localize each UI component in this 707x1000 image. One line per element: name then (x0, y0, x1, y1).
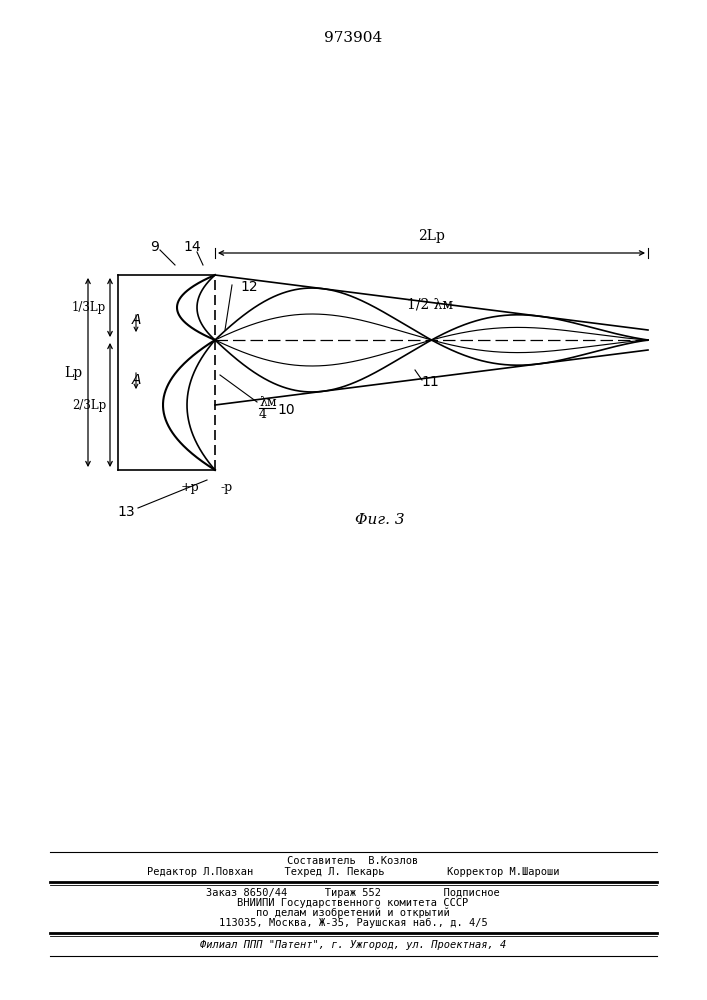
Text: 11: 11 (421, 375, 439, 389)
Text: 9: 9 (151, 240, 160, 254)
Text: 113035, Москва, Ж-35, Раушская наб., д. 4/5: 113035, Москва, Ж-35, Раушская наб., д. … (218, 918, 487, 928)
Text: 14: 14 (183, 240, 201, 254)
Text: Филиал ППП "Патент", г. Ужгород, ул. Проектная, 4: Филиал ППП "Патент", г. Ужгород, ул. Про… (200, 940, 506, 950)
Text: Lр: Lр (64, 365, 82, 379)
Text: ВНИИПИ Государственного комитета СССР: ВНИИПИ Государственного комитета СССР (238, 898, 469, 908)
Text: по делам изобретений и открытий: по делам изобретений и открытий (256, 908, 450, 918)
Text: Составитель  В.Козлов: Составитель В.Козлов (287, 856, 419, 866)
Text: +р: +р (180, 482, 199, 494)
Text: 13: 13 (117, 505, 135, 519)
Text: Редактор Л.Повхан     Техред Л. Пекарь          Корректор М.Шароши: Редактор Л.Повхан Техред Л. Пекарь Корре… (147, 867, 559, 877)
Text: -р: -р (221, 482, 233, 494)
Text: Φиг. 3: Φиг. 3 (355, 513, 405, 527)
Text: 4: 4 (259, 408, 267, 422)
Text: 10: 10 (277, 403, 295, 417)
Text: 1/3Lр: 1/3Lр (71, 301, 106, 314)
Text: A: A (132, 313, 141, 327)
Text: λм: λм (259, 395, 276, 408)
Text: 1/2 λм: 1/2 λм (407, 298, 453, 312)
Text: A: A (132, 373, 141, 387)
Text: Заказ 8650/44      Тираж 552          Подписное: Заказ 8650/44 Тираж 552 Подписное (206, 888, 500, 898)
Text: 973904: 973904 (324, 31, 382, 45)
Text: 2Lр: 2Lр (418, 229, 445, 243)
Text: 12: 12 (240, 280, 257, 294)
Text: 2/3Lр: 2/3Lр (71, 398, 106, 412)
